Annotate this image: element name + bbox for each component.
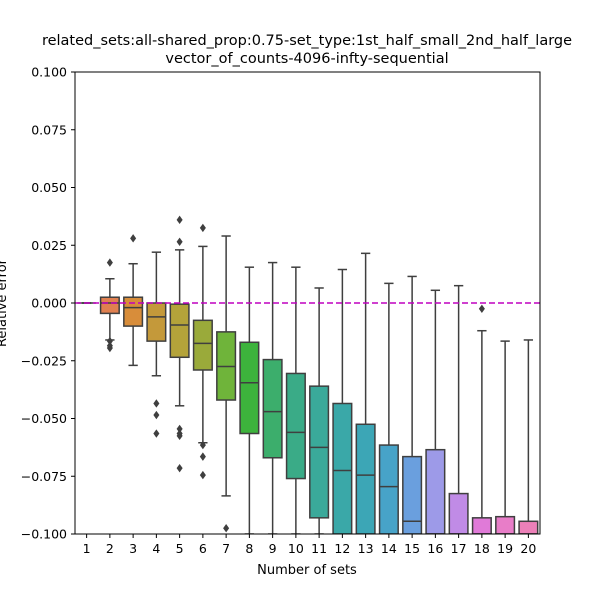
box-16 <box>425 289 446 534</box>
box-body-5 <box>169 303 190 359</box>
box-5 <box>169 215 190 473</box>
plot-area <box>74 71 541 535</box>
x-tick-label-17: 17 <box>451 541 467 556</box>
box-body-20 <box>518 520 539 534</box>
box-body-18 <box>471 517 492 534</box>
x-tick-label-1: 1 <box>83 541 91 556</box>
x-tick-label-14: 14 <box>381 541 397 556</box>
box-9 <box>262 261 283 534</box>
box-body-6 <box>192 319 213 371</box>
box-4 <box>146 251 167 438</box>
box-13 <box>355 252 376 534</box>
flier-3-0 <box>130 234 137 243</box>
box-body-8 <box>239 341 260 435</box>
box-15 <box>402 275 423 534</box>
box-6 <box>192 223 213 480</box>
chart-title-line-2: vector_of_counts-4096-infty-sequential <box>165 51 448 67</box>
x-tick-label-5: 5 <box>176 541 184 556</box>
y-axis: −0.100 −0.075 −0.050 −0.025 0.000 0.025 0.050 0… <box>21 65 75 542</box>
flier-2-1 <box>106 336 113 346</box>
y-tick-label-7: 0.075 <box>31 122 67 137</box>
box-2 <box>99 258 120 353</box>
x-tick-label-16: 16 <box>427 541 443 556</box>
x-tick-label-18: 18 <box>474 541 490 556</box>
flier-18-0 <box>478 304 485 313</box>
box-body-4 <box>146 302 167 342</box>
x-tick-label-2: 2 <box>106 541 114 556</box>
box-11 <box>309 287 330 534</box>
flier-2-0 <box>106 258 113 267</box>
box-body-12 <box>332 402 353 534</box>
flier-6-2 <box>199 452 206 461</box>
box-8 <box>239 266 260 534</box>
x-tick-label-13: 13 <box>358 541 374 556</box>
flier-4-2 <box>153 429 160 438</box>
flier-7-0 <box>223 524 230 533</box>
y-tick-label-5: 0.025 <box>31 238 67 253</box>
flier-5-2 <box>176 424 183 434</box>
box-body-11 <box>309 385 330 519</box>
flier-5-5 <box>176 463 183 473</box>
y-axis-label: Relative error <box>0 258 10 347</box>
x-axis-label: Number of sets <box>257 563 357 578</box>
y-tick-label-3: −0.025 <box>21 353 67 368</box>
box-body-2 <box>99 296 120 315</box>
x-tick-label-20: 20 <box>520 541 536 556</box>
box-body-19 <box>495 515 516 534</box>
x-tick-label-3: 3 <box>129 541 137 556</box>
x-tick-label-15: 15 <box>404 541 420 556</box>
x-tick-label-19: 19 <box>497 541 513 556</box>
flier-5-0 <box>176 215 183 225</box>
box-3 <box>123 234 144 367</box>
flier-5-1 <box>176 237 183 246</box>
box-12 <box>332 268 353 534</box>
chart-title-line-1: related_sets:all-shared_prop:0.75-set_ty… <box>42 33 572 49</box>
box-body-13 <box>355 423 376 534</box>
plot-marks <box>77 215 539 534</box>
x-tick-label-7: 7 <box>222 541 230 556</box>
x-tick-label-6: 6 <box>199 541 207 556</box>
flier-5-4 <box>176 431 183 441</box>
box-body-3 <box>123 296 144 327</box>
y-tick-label-4: 0.000 <box>31 296 67 311</box>
y-tick-label-8: 0.100 <box>31 65 67 80</box>
box-10 <box>285 266 306 534</box>
flier-6-3 <box>199 470 206 480</box>
box-body-14 <box>378 444 399 534</box>
box-body-17 <box>448 492 469 534</box>
x-tick-label-8: 8 <box>245 541 253 556</box>
flier-6-0 <box>199 223 206 233</box>
x-tick-label-4: 4 <box>152 541 160 556</box>
x-tick-label-12: 12 <box>334 541 350 556</box>
box-18 <box>471 304 492 534</box>
y-tick-label-1: −0.075 <box>21 469 67 484</box>
box-20 <box>518 339 539 534</box>
x-tick-label-11: 11 <box>311 541 327 556</box>
x-tick-label-9: 9 <box>269 541 277 556</box>
x-axis: 1 2 3 4 5 6 7 8 9 10 11 12 13 14 15 16 17 18 19 20 <box>83 534 536 556</box>
box-17 <box>448 284 469 534</box>
flier-6-1 <box>199 440 206 450</box>
y-tick-label-2: −0.050 <box>21 411 67 426</box>
box-14 <box>378 282 399 534</box>
box-body-9 <box>262 358 283 459</box>
y-tick-label-6: 0.050 <box>31 180 67 195</box>
box-7 <box>216 235 237 533</box>
flier-4-1 <box>153 410 160 420</box>
box-body-15 <box>402 455 423 534</box>
plot-frame <box>74 71 541 535</box>
box-19 <box>495 340 516 534</box>
flier-2-3 <box>106 343 113 353</box>
flier-4-0 <box>153 399 160 408</box>
x-tick-label-10: 10 <box>288 541 304 556</box>
box-body-16 <box>425 448 446 534</box>
y-tick-label-0: −0.100 <box>21 527 67 542</box>
box-body-10 <box>285 372 306 480</box>
